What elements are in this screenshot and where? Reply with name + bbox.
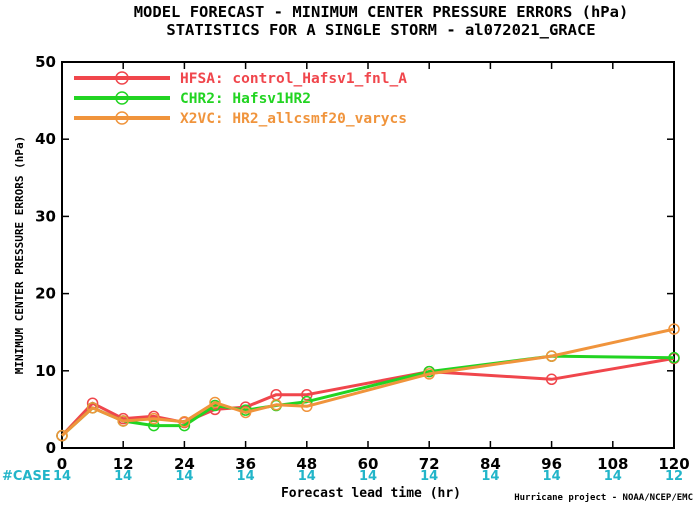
data-point [270,399,282,411]
legend-label-2: X2VC: HR2_allcsmf20_varycs [180,111,407,127]
data-point [117,415,129,427]
data-point [148,412,160,425]
y-tick-label: 50 [35,53,56,71]
data-point [423,368,435,380]
y-tick-label: 0 [46,439,56,457]
case-count: 14 [298,469,316,484]
x-tick-label: 72 [419,455,440,473]
y-tick-label: 20 [35,285,56,303]
data-point [86,402,99,414]
data-point [301,400,313,413]
legend-marker-1 [115,91,129,105]
case-count: 14 [53,469,71,484]
credit-text: Hurricane project - NOAA/NCEP/EMC [514,492,693,503]
chart-subtitle: STATISTICS FOR A SINGLE STORM - al072021… [166,21,595,39]
x-tick-label: 0 [57,455,67,473]
x-tick-label: 120 [658,455,689,473]
series-group [56,323,680,442]
data-point [668,323,680,335]
legend-marker-0 [115,71,129,85]
case-count: 14 [237,469,255,484]
data-point [668,351,680,364]
x-tick-label: 12 [113,455,134,473]
case-count: 14 [175,469,193,484]
legend-label-0: HFSA: control_Hafsv1_fnl_A [180,71,407,87]
data-point [239,406,252,419]
chart-title: MODEL FORECAST - MINIMUM CENTER PRESSURE… [134,3,629,21]
case-count: 14 [481,469,499,484]
data-point [209,396,221,409]
data-point [178,416,191,428]
case-header-label: #CASE [2,469,51,484]
x-axis-label: Forecast lead time (hr) [281,486,461,501]
axes: 0 12 24 36 48 60 72 84 96 108 120 0 10 20 30 40 50 [35,53,690,473]
legend-label-1: CHR2: Hafsv1HR2 [180,91,311,107]
x-tick-label: 96 [541,455,562,473]
y-tick-label: 30 [35,207,56,225]
x-tick-label: 36 [235,455,256,473]
legend: HFSA: control_Hafsv1_fnl_A CHR2: Hafsv1HR… [74,71,407,127]
y-tick-label: 40 [35,130,56,148]
legend-marker-2 [115,111,129,125]
x-tick-label: 60 [358,455,379,473]
x-tick-label: 108 [597,455,628,473]
case-count: 14 [420,469,438,484]
x-tick-label: 24 [174,455,195,473]
case-count: 12 [665,469,683,484]
data-point [148,419,160,432]
case-count: 14 [604,469,622,484]
x-tick-label: 84 [480,455,501,473]
data-point [545,350,558,362]
y-axis-label: MINIMUM CENTER PRESSURE ERRORS (hPa) [13,136,26,374]
data-point [301,388,313,401]
case-count: 14 [114,469,132,484]
y-tick-label: 10 [35,362,56,380]
case-count: 14 [359,469,377,484]
data-point [545,373,558,386]
data-point [56,429,68,442]
x-tick-label: 48 [296,455,317,473]
case-count: 14 [543,469,561,484]
case-counts: 14 14 14 14 14 14 14 14 14 14 12 [53,469,683,484]
